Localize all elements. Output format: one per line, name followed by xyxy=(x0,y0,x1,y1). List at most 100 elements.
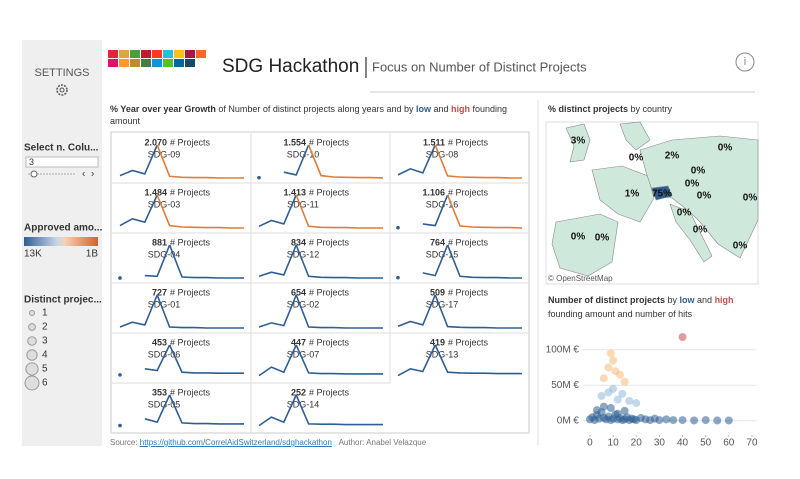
scatter-point xyxy=(678,416,687,425)
panel-count: 727 xyxy=(152,287,167,297)
panel-unit: # Projects xyxy=(448,187,489,197)
scatter-point xyxy=(609,384,618,393)
size-legend-circle xyxy=(25,362,39,376)
panel-count: 1.554 xyxy=(283,137,306,147)
lone-point xyxy=(118,373,122,377)
x-tick-label: 70 xyxy=(746,438,758,449)
dashboard-subtitle: Focus on Number of Distinct Projects xyxy=(372,59,587,74)
lone-point xyxy=(257,175,261,180)
panel-count: 834 xyxy=(291,237,306,247)
map-labels: 3%0% 2%0%0%0%1% 75% 0%0%0%0%0% 0%0% xyxy=(571,136,758,252)
panel-unit: # Projects xyxy=(170,187,211,197)
panel-sdg: SDG-15 xyxy=(426,249,459,259)
source-label: Source: xyxy=(110,438,140,447)
select-columns-label: Select n. Colu... xyxy=(24,143,99,154)
scatter-title-low: low xyxy=(679,295,695,305)
sdg-icon xyxy=(119,50,129,58)
panel-sdg: SDG-07 xyxy=(287,349,320,359)
map-label: 0% xyxy=(677,208,692,219)
columns-value[interactable]: 3 xyxy=(29,157,34,167)
panel-sdg: SDG-14 xyxy=(287,399,320,409)
growth-line xyxy=(144,244,171,278)
sdg-icon xyxy=(130,50,140,58)
sdg-logo xyxy=(108,50,206,67)
map-label: 0% xyxy=(595,233,610,244)
sdg-icon xyxy=(152,59,162,67)
growth-line xyxy=(258,344,297,377)
author: Author: Anabel Velazque xyxy=(338,438,427,447)
lone-point xyxy=(118,276,122,280)
panel-count: 453 xyxy=(152,337,167,347)
growth-line-tail xyxy=(434,344,522,375)
slider-next[interactable]: › xyxy=(91,169,94,180)
growth-line xyxy=(422,194,449,227)
growth-line-tail xyxy=(168,394,244,425)
switzerland xyxy=(651,185,673,201)
map-label: 0% xyxy=(743,193,758,204)
lone-point xyxy=(118,423,122,428)
dashboard-title: SDG Hackathon xyxy=(222,56,359,77)
source-link[interactable]: https://github.com/CorrelAidSwitzerland/… xyxy=(139,438,332,447)
sdg-icon xyxy=(185,59,195,67)
sdg-icon xyxy=(185,50,195,58)
growth-line-tail xyxy=(446,244,522,279)
growth-line xyxy=(119,194,158,227)
scatter-title: Number of distinct projects by low and h… xyxy=(548,293,753,321)
slider-thumb[interactable] xyxy=(30,170,38,178)
panel-sdg: SDG-04 xyxy=(148,249,181,259)
growth-line xyxy=(144,394,171,424)
growth-line-tail xyxy=(168,244,244,279)
info-icon[interactable]: i xyxy=(744,56,746,68)
panel-unit: # Projects xyxy=(448,137,489,147)
panel-unit: # Projects xyxy=(448,337,489,347)
panel-unit: # Projects xyxy=(309,387,350,397)
sdg-icon xyxy=(130,59,140,67)
scatter-point xyxy=(724,416,733,425)
panel-count: 1.413 xyxy=(283,187,306,197)
map-label: 0% xyxy=(571,232,586,243)
panel-sdg: SDG-03 xyxy=(148,199,181,209)
map-label: 0% xyxy=(733,241,748,252)
scatter-title-part: founding amount and number of hits xyxy=(548,309,693,319)
panel-count: 881 xyxy=(152,237,167,247)
panel-count: 2.070 xyxy=(144,137,167,147)
info-button[interactable] xyxy=(735,52,755,72)
sdg-icon xyxy=(141,50,151,58)
growth-line xyxy=(422,244,449,277)
panel-unit: # Projects xyxy=(309,137,350,147)
map-label: 0% xyxy=(629,153,644,164)
panel-sdg: SDG-11 xyxy=(287,199,319,209)
map-label: 0% xyxy=(693,225,708,236)
scatter-title-high: high xyxy=(714,295,734,305)
size-legend-circle xyxy=(29,310,35,316)
x-tick-label: 30 xyxy=(654,438,666,449)
growth-line-tail xyxy=(295,344,383,375)
scatter-point xyxy=(701,416,710,425)
growth-line-tail xyxy=(446,194,523,229)
scatter-point xyxy=(625,396,634,405)
gear-icon[interactable] xyxy=(56,84,68,96)
map-label: 1% xyxy=(625,189,640,200)
sdg-icon xyxy=(108,59,118,67)
title-low: low xyxy=(416,104,431,114)
columns-input[interactable] xyxy=(25,156,99,168)
scatter-point xyxy=(609,356,618,365)
sdg-icon xyxy=(141,59,151,67)
scatter-point xyxy=(678,333,687,342)
growth-line-tail xyxy=(156,144,244,179)
slider-prev[interactable]: ‹ xyxy=(82,169,85,180)
growth-line-tail xyxy=(295,294,383,329)
scatter-point xyxy=(606,349,615,358)
panel-sdg: SDG-08 xyxy=(426,149,459,159)
panel-sdg: SDG-05 xyxy=(148,399,181,409)
y-tick-label: 50M € xyxy=(551,380,579,391)
title-part: and xyxy=(431,104,452,114)
size-legend-label: 1 xyxy=(42,308,48,319)
size-legend-label: 4 xyxy=(42,350,48,361)
size-legend-circle xyxy=(26,349,38,361)
growth-line xyxy=(258,394,297,427)
lone-point xyxy=(396,275,400,280)
size-legend-circle xyxy=(28,323,36,331)
